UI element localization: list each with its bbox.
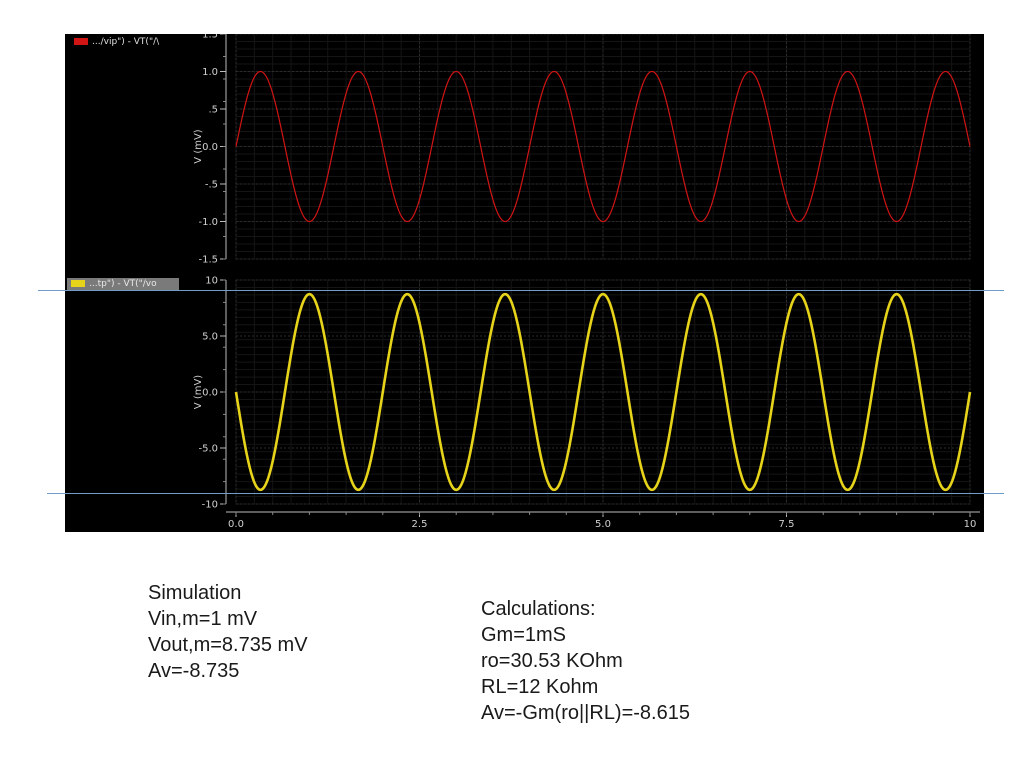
guide-line-top xyxy=(38,290,1004,291)
simulation-title: Simulation xyxy=(148,582,242,604)
y-axis-label: V (mV) xyxy=(193,129,204,164)
y-tick-label: -.5 xyxy=(205,180,218,191)
calculations-rl: RL=12 Kohm xyxy=(481,676,599,698)
y-tick-label: .5 xyxy=(208,105,218,116)
y-tick-label: 5.0 xyxy=(202,332,218,343)
simulation-vout: Vout,m=8.735 mV xyxy=(148,634,308,656)
calculation-notes: Calculations: Gm=1mS ro=30.53 KOhm RL=12… xyxy=(481,596,690,726)
legend-swatch-red xyxy=(74,38,88,45)
calculations-gm: Gm=1mS xyxy=(481,624,567,646)
legend-vip-label: .../vip") - VT("/\ xyxy=(92,37,160,47)
vip-panel: 1.5 1.0 .5 0.0 -.5 -1.0 -1.5 V (mV) xyxy=(193,34,971,266)
y-axis-label: V (mV) xyxy=(193,375,204,410)
waveform-viewer: 1.5 1.0 .5 0.0 -.5 -1.0 -1.5 V (mV) 10 5.0 0.0 -5.… xyxy=(65,34,984,532)
x-tick-label: 7.5 xyxy=(779,519,795,530)
x-tick-label: 10 xyxy=(964,519,977,530)
y-tick-label: 10 xyxy=(205,276,218,287)
legend-vip[interactable]: .../vip") - VT("/\ xyxy=(74,36,174,49)
waveform-series-line xyxy=(235,70,971,223)
x-tick-label: 0.0 xyxy=(228,519,244,530)
legend-swatch-yellow xyxy=(71,280,85,287)
y-tick-label: 1.0 xyxy=(202,67,218,78)
simulation-notes: Simulation Vin,m=1 mV Vout,m=8.735 mV Av… xyxy=(148,580,308,684)
waveform-plot: 1.5 1.0 .5 0.0 -.5 -1.0 -1.5 V (mV) 10 5.0 0.0 -5.… xyxy=(193,34,980,530)
y-tick-label: -1.5 xyxy=(198,255,218,266)
y-tick-label: 1.5 xyxy=(202,34,218,41)
legend-vout-label: ...tp") - VT("/vo xyxy=(89,279,157,289)
calculations-av: Av=-Gm(ro||RL)=-8.615 xyxy=(481,702,690,724)
y-tick-label: 0.0 xyxy=(202,388,218,399)
x-tick-label: 5.0 xyxy=(595,519,611,530)
y-tick-label: -5.0 xyxy=(198,444,218,455)
simulation-av: Av=-8.735 xyxy=(148,660,240,682)
y-tick-label: 0.0 xyxy=(202,142,218,153)
simulation-vin: Vin,m=1 mV xyxy=(148,608,258,630)
legend-vout[interactable]: ...tp") - VT("/vo xyxy=(67,278,179,291)
calculations-ro: ro=30.53 KOhm xyxy=(481,650,623,672)
vout-panel: 105.00.0-5.0-10V (mV)0.0 2.5 5.0 7.5 10 xyxy=(193,276,980,530)
x-tick-label: 2.5 xyxy=(412,519,428,530)
y-tick-label: -1.0 xyxy=(198,217,218,228)
calculations-title: Calculations: xyxy=(481,598,596,620)
guide-line-bottom xyxy=(47,493,1004,494)
y-tick-label: -10 xyxy=(202,500,218,511)
waveform-series-line xyxy=(234,292,972,492)
